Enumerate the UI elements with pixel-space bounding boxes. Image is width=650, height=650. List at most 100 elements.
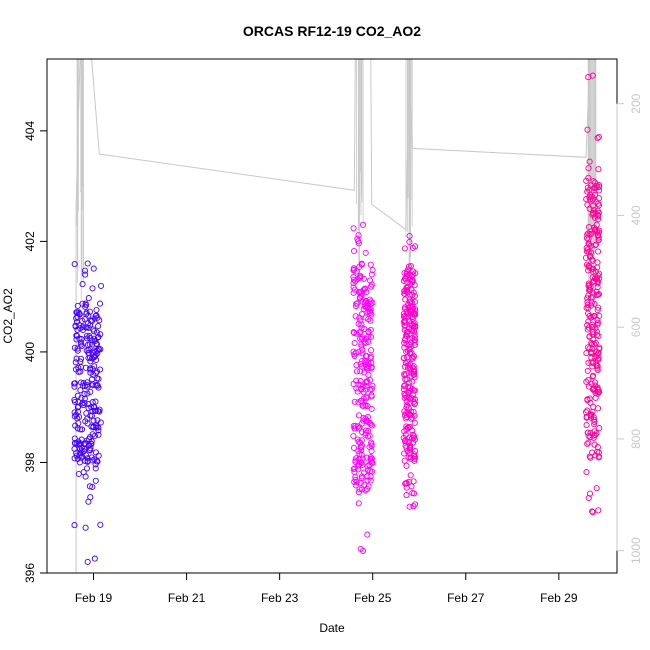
data-point — [82, 324, 89, 331]
data-point — [72, 422, 79, 429]
data-point — [364, 486, 371, 493]
data-point — [411, 451, 418, 458]
data-point — [593, 430, 600, 437]
data-point — [356, 486, 363, 493]
x-tick-label: Feb 25 — [354, 591, 392, 605]
data-point — [81, 390, 88, 398]
data-point — [406, 434, 413, 441]
data-point — [359, 221, 367, 228]
data-point — [366, 305, 373, 312]
data-point — [352, 313, 359, 320]
data-point — [403, 492, 410, 499]
data-point — [92, 312, 99, 320]
data-point — [403, 484, 410, 491]
data-point — [401, 344, 408, 351]
data-point — [89, 365, 96, 372]
data-point — [71, 344, 78, 351]
data-point — [585, 292, 592, 299]
series-4-points — [582, 72, 603, 516]
data-point — [72, 359, 79, 366]
data-point — [71, 522, 78, 529]
data-point — [368, 447, 375, 455]
data-point — [400, 434, 407, 441]
data-point — [89, 317, 96, 324]
data-point — [71, 398, 79, 405]
data-point — [78, 426, 86, 433]
data-point — [359, 334, 366, 341]
data-point — [591, 441, 598, 448]
data-point — [401, 382, 408, 389]
data-point — [589, 346, 596, 353]
data-point — [352, 458, 359, 466]
data-point — [403, 462, 410, 469]
data-point — [84, 260, 91, 267]
data-point — [405, 478, 412, 485]
data-point — [404, 359, 411, 366]
data-point — [590, 434, 597, 441]
data-point — [368, 393, 375, 400]
data-point — [80, 402, 87, 409]
data-point — [79, 317, 86, 324]
data-point — [364, 467, 371, 474]
data-point — [77, 355, 85, 362]
y2-tick-label: 800 — [629, 429, 643, 449]
data-point — [74, 415, 81, 422]
data-point — [591, 418, 598, 425]
data-point — [409, 392, 416, 399]
data-point — [84, 379, 91, 386]
data-point — [407, 472, 414, 479]
data-point — [360, 389, 367, 396]
data-point — [353, 300, 360, 307]
data-point — [585, 439, 592, 446]
data-point — [363, 395, 370, 402]
data-point — [83, 302, 90, 309]
data-point — [83, 309, 90, 316]
data-point — [367, 283, 374, 290]
data-point — [596, 312, 603, 319]
data-point — [91, 456, 98, 463]
data-point — [584, 126, 591, 133]
data-point — [90, 371, 97, 379]
data-point — [405, 405, 412, 412]
data-point — [367, 353, 374, 360]
data-point — [400, 355, 407, 362]
data-point — [595, 232, 602, 239]
data-point — [591, 227, 599, 234]
x-tick-label: Feb 23 — [261, 591, 299, 605]
data-point — [589, 509, 596, 516]
data-point — [586, 187, 593, 194]
data-point — [404, 288, 411, 295]
x-tick-label: Feb 19 — [75, 591, 113, 605]
data-point — [583, 421, 590, 429]
data-point — [411, 436, 418, 443]
data-point — [589, 72, 596, 79]
data-point — [71, 261, 78, 268]
data-point — [366, 277, 374, 284]
data-point — [91, 404, 98, 411]
data-point — [582, 409, 590, 416]
data-point — [353, 368, 361, 375]
data-point — [92, 465, 99, 472]
data-point — [595, 236, 602, 244]
data-point — [85, 404, 92, 412]
data-point — [350, 432, 357, 440]
data-point — [79, 281, 86, 288]
data-point — [589, 278, 596, 286]
data-point — [90, 265, 97, 272]
y2-tick-label: 400 — [629, 205, 643, 225]
data-point — [587, 399, 594, 406]
data-point — [358, 459, 365, 466]
data-point — [357, 317, 364, 324]
data-point — [71, 455, 78, 462]
data-point — [358, 343, 365, 350]
data-point — [585, 494, 592, 502]
data-point — [589, 196, 596, 203]
data-point — [589, 363, 596, 370]
data-point — [403, 423, 410, 430]
data-point — [358, 428, 365, 436]
data-point — [95, 427, 102, 434]
data-point — [354, 388, 361, 395]
data-point — [410, 366, 417, 373]
data-point — [583, 235, 591, 242]
